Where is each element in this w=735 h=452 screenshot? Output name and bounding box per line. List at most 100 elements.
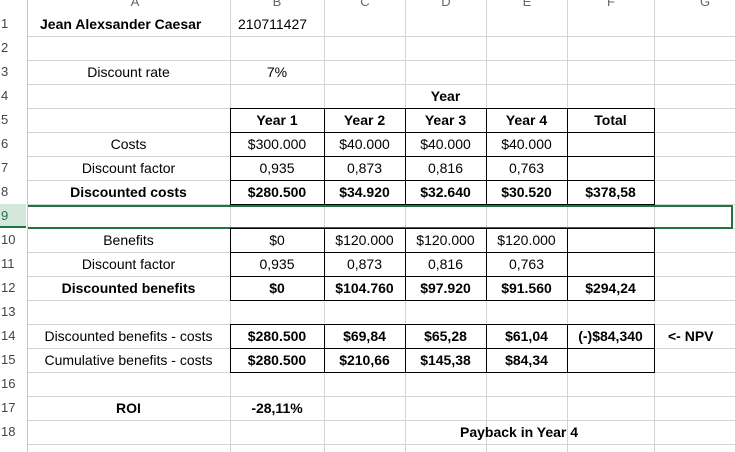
row-header-17[interactable]: 17	[1, 400, 16, 415]
row-header-9[interactable]: 9	[0, 204, 26, 228]
roi-label[interactable]: ROI	[116, 400, 141, 416]
discounted-cost-cell[interactable]: $32.640	[420, 184, 471, 200]
discount-factor-cell[interactable]: 0,873	[346, 160, 383, 176]
row-header-1[interactable]: 1	[1, 16, 9, 31]
border-line	[230, 132, 655, 133]
border-line	[405, 108, 406, 205]
row-header-11[interactable]: 11	[1, 256, 15, 271]
discounted-benefit-cell[interactable]: $104.760	[335, 280, 394, 296]
discount-factor-label-2[interactable]: Discount factor	[81, 256, 176, 272]
gridline	[27, 84, 735, 85]
cumulative-label[interactable]: Cumulative benefits - costs	[44, 352, 213, 368]
row-header-15[interactable]: 15	[1, 352, 16, 367]
year-header[interactable]: Year 3	[424, 112, 467, 128]
benefit-cell[interactable]: $120.000	[416, 232, 475, 248]
row-header-14[interactable]: 14	[1, 328, 16, 343]
npv-total[interactable]: (-)$84,340	[578, 328, 643, 344]
discounted-cost-cell[interactable]: $34.920	[339, 184, 390, 200]
gridline	[230, 0, 231, 452]
column-header-c[interactable]: C	[360, 0, 370, 9]
net-cell[interactable]: $69,84	[343, 328, 386, 344]
net-label[interactable]: Discounted benefits - costs	[44, 328, 213, 344]
column-header-g[interactable]: G	[699, 0, 711, 9]
cumulative-cell[interactable]: $84,34	[505, 352, 548, 368]
student-id-cell[interactable]: 210711427	[238, 16, 308, 32]
net-cell[interactable]: $65,28	[424, 328, 467, 344]
row-headers: 1 2 3 4 5 6 7 8 9 10 11 12 13 14 15 16 1…	[0, 0, 28, 452]
year-header[interactable]: Year 2	[343, 112, 386, 128]
discounted-benefit-total[interactable]: $294,24	[585, 280, 636, 296]
discount-factor-cell[interactable]: 0,816	[427, 160, 464, 176]
row-header-6[interactable]: 6	[1, 136, 9, 151]
benefit-cell[interactable]: $120.000	[497, 232, 556, 248]
discounted-benefits-label[interactable]: Discounted benefits	[61, 280, 196, 296]
year-header[interactable]: Year 4	[505, 112, 548, 128]
column-header-f[interactable]: F	[607, 0, 615, 9]
discount-rate-value[interactable]: 7%	[266, 64, 288, 80]
column-header-a[interactable]: A	[130, 0, 140, 9]
net-cell[interactable]: $61,04	[505, 328, 548, 344]
cost-cell[interactable]: $40.000	[501, 136, 552, 152]
row-header-8[interactable]: 8	[1, 184, 9, 199]
discount-factor-cell[interactable]: 0,763	[508, 160, 545, 176]
cumulative-cell[interactable]: $280.500	[247, 352, 307, 368]
row-header-12[interactable]: 12	[1, 280, 16, 295]
column-header-b[interactable]: B	[272, 0, 282, 9]
discount-factor-cell[interactable]: 0,763	[508, 256, 545, 272]
costs-label[interactable]: Costs	[110, 136, 147, 152]
border-line	[324, 108, 325, 205]
year-header[interactable]: Year 1	[256, 112, 298, 128]
discounted-costs-label[interactable]: Discounted costs	[70, 184, 187, 200]
column-header-d[interactable]: D	[441, 0, 451, 9]
gridline	[486, 0, 487, 452]
gridline	[27, 36, 735, 37]
discounted-cost-cell[interactable]: $280.500	[247, 184, 307, 200]
discounted-benefit-cell[interactable]: $0	[269, 280, 285, 296]
border-line	[567, 108, 568, 205]
row-header-4[interactable]: 4	[1, 88, 9, 103]
total-header[interactable]: Total	[594, 112, 627, 128]
payback-cell[interactable]: Payback in Year 4	[460, 424, 579, 440]
discount-rate-label[interactable]: Discount rate	[87, 64, 170, 80]
border-line	[230, 348, 655, 349]
discounted-cost-total[interactable]: $378,58	[585, 184, 636, 200]
row-header-3[interactable]: 3	[1, 64, 9, 79]
gridline	[324, 0, 325, 452]
cost-cell[interactable]: $300.000	[247, 136, 307, 152]
discount-factor-cell[interactable]: 0,873	[346, 256, 383, 272]
roi-value[interactable]: -28,11%	[251, 400, 303, 416]
gridline	[27, 60, 735, 61]
row-header-5[interactable]: 5	[1, 112, 9, 127]
discount-factor-label[interactable]: Discount factor	[81, 160, 176, 176]
border-line	[486, 108, 487, 205]
cumulative-cell[interactable]: $145,38	[420, 352, 471, 368]
gridline	[567, 0, 568, 452]
year-heading[interactable]: Year	[430, 88, 461, 104]
cost-cell[interactable]: $40.000	[420, 136, 471, 152]
benefit-cell[interactable]: $120.000	[335, 232, 394, 248]
npv-note[interactable]: <- NPV	[668, 328, 714, 344]
row-header-2[interactable]: 2	[1, 40, 9, 55]
cost-cell[interactable]: $40.000	[339, 136, 390, 152]
row-header-10[interactable]: 10	[1, 232, 16, 247]
row-header-16[interactable]: 16	[1, 376, 16, 391]
discounted-benefit-cell[interactable]: $91.560	[501, 280, 552, 296]
net-cell[interactable]: $280.500	[247, 328, 307, 344]
selected-row-outline	[27, 205, 733, 229]
row-header-7[interactable]: 7	[1, 160, 9, 175]
row-header-13[interactable]: 13	[1, 304, 16, 319]
discount-factor-cell[interactable]: 0,935	[259, 160, 295, 176]
column-header-e[interactable]: E	[522, 0, 532, 9]
discounted-cost-cell[interactable]: $30.520	[501, 184, 552, 200]
discount-factor-cell[interactable]: 0,816	[427, 256, 464, 272]
benefits-label[interactable]: Benefits	[103, 232, 154, 248]
cumulative-cell[interactable]: $210,66	[339, 352, 390, 368]
benefit-cell[interactable]: $0	[269, 232, 285, 248]
name-cell[interactable]: Jean Alexsander Caesar	[40, 16, 202, 32]
row-header-18[interactable]: 18	[1, 424, 16, 439]
gridline	[27, 396, 735, 397]
discount-factor-cell[interactable]: 0,935	[259, 256, 295, 272]
discounted-benefit-cell[interactable]: $97.920	[420, 280, 471, 296]
border-line	[230, 276, 655, 277]
